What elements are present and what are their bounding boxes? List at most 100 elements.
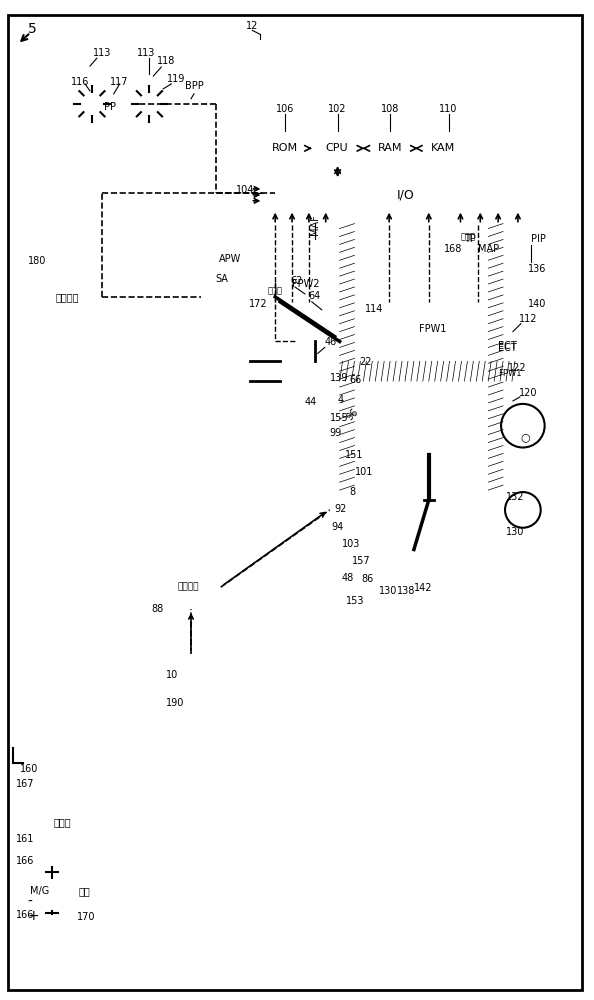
Text: 138: 138 [397,586,415,596]
Text: 102: 102 [328,104,347,114]
Bar [448,226,488,247]
Text: FPW1: FPW1 [498,369,522,378]
Text: ○: ○ [521,433,530,443]
Text: 120: 120 [519,388,537,398]
Text: RAM: RAM [377,143,402,153]
Text: ECT: ECT [498,341,517,351]
Text: -: - [27,895,33,909]
Text: 180: 180 [27,256,46,266]
Bar [334,341,518,381]
Bar [355,411,503,490]
Text: +: + [27,909,39,923]
Text: 155: 155 [330,413,348,423]
Text: FPW1: FPW1 [419,324,446,334]
Bar [263,133,307,163]
Bar [72,77,216,127]
Text: 点火系统: 点火系统 [177,583,199,592]
Text: 190: 190 [166,698,185,708]
Text: 114: 114 [365,304,384,314]
Text: 电池: 电池 [78,886,90,896]
Text: MAP: MAP [478,244,500,254]
Text: 驱动器: 驱动器 [268,286,283,295]
Text: CPU: CPU [326,143,349,153]
Bar [156,564,221,609]
Text: 燃料系统: 燃料系统 [55,292,79,302]
Text: 118: 118 [157,56,175,66]
Text: 62: 62 [290,276,302,286]
Bar [315,133,359,163]
Text: 172: 172 [248,299,267,309]
Text: 122: 122 [508,363,527,373]
Text: 151: 151 [345,450,363,460]
Text: 119: 119 [167,74,185,84]
Bar [57,867,112,916]
Bar [255,280,295,302]
Bar [263,180,549,210]
Bar [305,383,317,403]
Text: 110: 110 [440,104,458,114]
Text: 64: 64 [308,291,320,301]
Text: 22: 22 [359,357,372,367]
Text: I/O: I/O [397,188,415,201]
Text: 132: 132 [506,492,525,502]
Text: 160: 160 [20,764,39,774]
Text: 4: 4 [337,395,344,405]
Text: 5: 5 [28,22,37,36]
Text: 167: 167 [15,779,34,789]
Text: FPW2: FPW2 [292,279,320,289]
Text: 94: 94 [331,522,344,532]
Bar [318,297,333,337]
Text: 130: 130 [379,586,397,596]
Text: 113: 113 [137,48,156,58]
Text: 8: 8 [349,487,356,497]
Text: KAM: KAM [431,143,455,153]
Bar [340,223,518,500]
Text: 44: 44 [305,397,317,407]
Text: 170: 170 [77,912,96,922]
Text: SA: SA [216,274,229,284]
Text: 99: 99 [330,428,342,438]
Text: 48: 48 [342,573,354,583]
Text: 驱动器: 驱动器 [461,232,476,241]
Bar [421,133,466,163]
Bar [280,361,340,381]
Text: 86: 86 [361,574,374,584]
Text: 106: 106 [276,104,294,114]
Text: 166: 166 [15,910,34,920]
Text: 153: 153 [346,596,364,606]
Bar [290,341,340,361]
Bar [23,792,102,852]
Bar [251,39,567,223]
Text: 92: 92 [334,504,347,514]
Text: 130: 130 [506,527,525,537]
Text: BPP: BPP [185,81,203,91]
Text: 88: 88 [151,604,163,614]
Bar [367,133,412,163]
Text: MAF: MAF [310,214,320,235]
Bar [156,654,226,703]
Text: 10: 10 [166,670,178,680]
Text: PIP: PIP [531,234,546,244]
Text: ECT: ECT [498,343,517,353]
Text: 161: 161 [15,834,34,844]
Text: PP: PP [104,102,116,112]
Bar [300,282,315,322]
Text: 104: 104 [236,185,255,195]
Text: APW: APW [219,254,241,264]
Text: 101: 101 [355,467,373,477]
Text: 66: 66 [349,375,362,385]
Bar [23,867,57,916]
Text: TP: TP [465,234,476,244]
Text: 96: 96 [345,407,361,423]
Text: 变速器: 变速器 [53,817,71,827]
Text: 157: 157 [352,556,370,566]
Text: 46: 46 [325,337,337,347]
Text: 168: 168 [444,244,462,254]
Bar [23,743,37,782]
Text: ROM: ROM [271,143,298,153]
Text: 140: 140 [528,299,546,309]
Bar [359,426,498,455]
Text: 116: 116 [71,77,89,87]
Text: 112: 112 [519,314,537,324]
Text: 136: 136 [528,264,546,274]
